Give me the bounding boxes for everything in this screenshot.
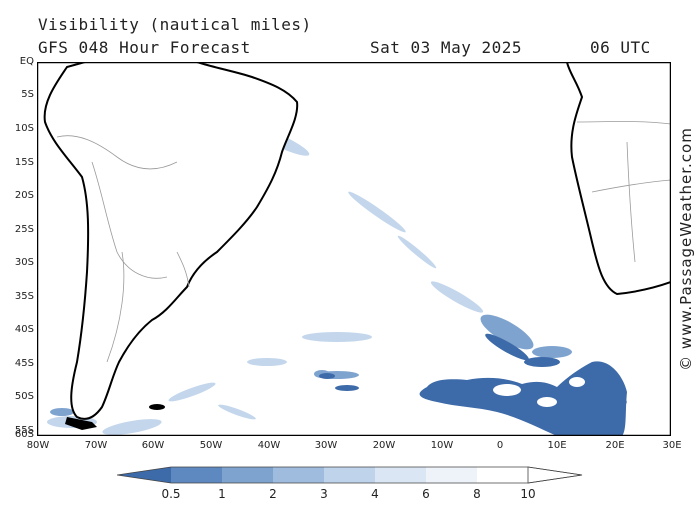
country-borders (56, 135, 190, 363)
forecast-time: 06 UTC (590, 38, 651, 57)
lon-label: 20E (605, 440, 625, 451)
legend-label: 6 (422, 487, 430, 501)
visibility-map (37, 62, 671, 436)
legend-label: 3 (320, 487, 328, 501)
legend-label: 4 (371, 487, 379, 501)
south-america-landmass (43, 62, 299, 430)
lat-label: 40S (14, 324, 34, 335)
lon-label: 20W (372, 440, 396, 451)
chart-title: Visibility (nautical miles) (38, 15, 312, 34)
legend-swatch (375, 467, 426, 483)
legend-swatch (527, 466, 583, 484)
lon-label: 60W (141, 440, 165, 451)
legend-label: 2 (269, 487, 277, 501)
lat-label: 5S (21, 89, 34, 100)
lat-label: 30S (14, 257, 34, 268)
legend-label: 10 (520, 487, 536, 501)
credit-text: © www.PassageWeather.com (677, 127, 695, 371)
fog-clear-holes (493, 377, 585, 407)
lat-label: 55S (14, 425, 34, 436)
lon-label: 10W (430, 440, 454, 451)
forecast-date: Sat 03 May 2025 (370, 38, 522, 57)
legend-swatch (117, 467, 171, 483)
legend-swatch (273, 467, 324, 483)
forecast-subtitle: GFS 048 Hour Forecast (38, 38, 251, 57)
lon-label: 50W (199, 440, 223, 451)
legend-label: 1 (218, 487, 226, 501)
lat-label: 35S (14, 291, 34, 302)
map-frame (37, 62, 671, 436)
lat-label: 50S (14, 391, 34, 402)
lon-label: 30W (314, 440, 338, 451)
legend-swatch (222, 467, 273, 483)
legend-swatch (171, 467, 222, 483)
site-credit: © www.PassageWeather.com (676, 62, 696, 436)
lat-label: 10S (14, 123, 34, 134)
legend-label: 8 (473, 487, 481, 501)
legend-swatch (426, 467, 477, 483)
legend-colorbar (116, 466, 583, 484)
map-canvas (37, 62, 671, 436)
lat-label: 45S (14, 358, 34, 369)
visibility-legend (116, 463, 583, 503)
lat-label: 25S (14, 224, 34, 235)
lat-label: 60S (14, 429, 34, 440)
lat-label: 20S (14, 190, 34, 201)
africa-borders (576, 121, 671, 263)
lon-label: 0 (496, 440, 504, 451)
lon-label: 40W (257, 440, 281, 451)
lat-label: 15S (14, 157, 34, 168)
lat-label: EQ (19, 56, 34, 67)
lon-label: 30E (662, 440, 682, 451)
lon-label: 10E (547, 440, 567, 451)
legend-label: 0.5 (161, 487, 181, 501)
lon-label: 80W (26, 440, 50, 451)
legend-swatch (324, 467, 375, 483)
africa-landmass (565, 62, 671, 296)
lon-label: 70W (84, 440, 108, 451)
legend-swatch (477, 467, 528, 483)
